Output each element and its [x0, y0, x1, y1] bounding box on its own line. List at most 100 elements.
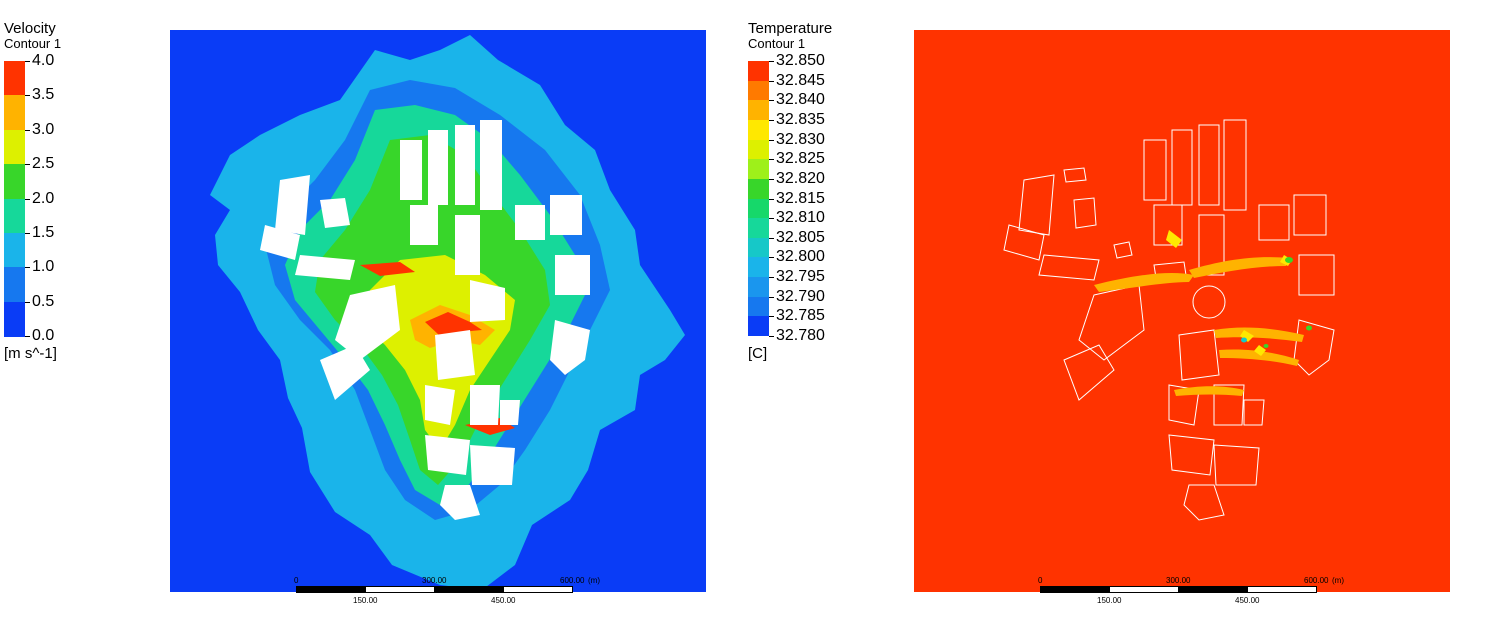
temperature-legend-tick	[769, 139, 774, 141]
velocity-scale-bar: 0 300.00 600.00 (m) 150.00 450.00	[294, 576, 600, 606]
temperature-legend: Temperature Contour 1 32.850 32.845 32.840…	[748, 21, 878, 371]
velocity-legend-title: Velocity	[4, 20, 56, 37]
temperature-legend-tick-label: 32.820	[776, 169, 825, 187]
velocity-buildings	[260, 120, 590, 520]
velocity-legend-tick-label: 2.5	[32, 155, 55, 173]
temperature-legend-tick-label: 32.815	[776, 189, 825, 207]
temperature-legend-tick-label: 32.780	[776, 327, 825, 344]
temperature-scale-label: 600.00	[1304, 576, 1329, 585]
temperature-scale-label: 450.00	[1235, 596, 1260, 605]
temperature-field-background	[914, 30, 1450, 592]
temperature-legend-title: Temperature	[748, 20, 833, 37]
temperature-legend-tick-label: 32.810	[776, 209, 825, 227]
velocity-scale-label: 600.00	[560, 576, 585, 585]
velocity-contour-plot	[170, 30, 706, 592]
temperature-legend-tick-label: 32.850	[776, 52, 825, 69]
temperature-legend-tick	[769, 277, 774, 279]
temperature-scale-label: 300.00	[1166, 576, 1191, 585]
temperature-legend-tick	[769, 316, 774, 318]
temperature-scale-segment	[1040, 586, 1110, 593]
temperature-legend-color-band	[748, 218, 769, 239]
temperature-legend-tick	[769, 336, 774, 337]
temperature-legend-tick	[769, 237, 774, 239]
velocity-legend-tick	[25, 164, 30, 166]
temperature-legend-color-band	[748, 178, 769, 199]
velocity-scale-label: 300.00	[422, 576, 447, 585]
velocity-legend-tick-label: 0.5	[32, 292, 55, 310]
temperature-scale-label: 0	[1038, 576, 1043, 585]
temperature-legend-tick	[769, 198, 774, 200]
velocity-legend-tick	[25, 198, 30, 200]
velocity-legend-tick	[25, 95, 30, 97]
temperature-legend-tick-label: 32.840	[776, 91, 825, 109]
temperature-legend-color-band	[748, 277, 769, 298]
velocity-zone-peak-2	[425, 312, 482, 336]
velocity-legend-tick-label: 4.0	[32, 52, 55, 69]
velocity-scale-label: 450.00	[491, 596, 516, 605]
velocity-legend-tick	[25, 301, 30, 303]
temperature-legend-color-band	[748, 316, 769, 337]
temperature-legend-tick-label: 32.805	[776, 228, 825, 246]
temperature-legend-tick	[769, 100, 774, 102]
temperature-legend-tick-label: 32.825	[776, 150, 825, 168]
velocity-legend-tick	[25, 336, 30, 337]
temperature-legend-tick-label: 32.795	[776, 268, 825, 286]
velocity-legend-tick-label: 0.0	[32, 327, 55, 344]
temperature-scale-bar: 0 300.00 600.00 (m) 150.00 450.00	[1038, 576, 1344, 606]
temperature-legend-tick-label: 32.830	[776, 130, 825, 148]
velocity-legend-tick	[25, 61, 30, 62]
velocity-scale-segment	[296, 586, 366, 593]
velocity-legend-tick-label: 1.5	[32, 223, 55, 241]
velocity-legend-color-band	[4, 232, 25, 268]
temperature-legend-tick	[769, 159, 774, 161]
temperature-scale-segment	[1109, 586, 1179, 593]
temperature-legend-tick-label: 32.790	[776, 287, 825, 305]
temperature-legend-color-band	[748, 61, 769, 82]
temperature-legend-tick-label: 32.845	[776, 71, 825, 89]
velocity-legend-color-band	[4, 301, 25, 337]
temperature-scale-segment	[1247, 586, 1317, 593]
velocity-zone-peak-4	[360, 262, 415, 276]
velocity-legend-color-band	[4, 267, 25, 303]
temperature-legend-color-band	[748, 296, 769, 317]
velocity-legend-color-band	[4, 129, 25, 165]
temperature-legend-tick-label: 32.785	[776, 307, 825, 325]
velocity-scale-segment	[365, 586, 435, 593]
temperature-legend-tick	[769, 296, 774, 298]
velocity-legend-tick-label: 3.0	[32, 120, 55, 138]
temperature-scale-label: 150.00	[1097, 596, 1122, 605]
velocity-legend-tick	[25, 267, 30, 269]
velocity-legend-color-band	[4, 164, 25, 199]
temperature-legend-color-band	[748, 237, 769, 258]
temperature-legend-subtitle: Contour 1	[748, 36, 806, 51]
velocity-color-bar	[4, 61, 25, 337]
temperature-building-outlines	[1003, 119, 1335, 521]
velocity-legend-color-band	[4, 95, 25, 131]
temperature-legend-tick	[769, 119, 774, 121]
temperature-legend-color-band	[748, 257, 769, 278]
temperature-legend-tick	[769, 178, 774, 180]
temperature-legend-color-band	[748, 159, 769, 180]
velocity-scale-label: 0	[294, 576, 299, 585]
temperature-legend-color-band	[748, 80, 769, 101]
temperature-legend-tick-label: 32.800	[776, 248, 825, 266]
velocity-legend-tick-label: 3.5	[32, 86, 55, 104]
velocity-legend-units: [m s^-1]	[4, 345, 57, 362]
temperature-legend-tick	[769, 80, 774, 82]
temperature-plumes	[1094, 230, 1312, 396]
velocity-scale-segment	[434, 586, 504, 593]
velocity-legend-color-band	[4, 198, 25, 234]
temperature-contour-plot	[914, 30, 1450, 592]
velocity-scale-label: 150.00	[353, 596, 378, 605]
velocity-legend-tick-label: 1.0	[32, 258, 55, 276]
temperature-legend-color-band	[748, 100, 769, 121]
velocity-legend-color-band	[4, 61, 25, 96]
velocity-scale-unit: (m)	[588, 576, 600, 585]
temperature-scale-unit: (m)	[1332, 576, 1344, 585]
temperature-legend-tick	[769, 257, 774, 259]
temperature-legend-color-band	[748, 198, 769, 219]
velocity-scale-segment	[503, 586, 573, 593]
velocity-legend-tick-label: 2.0	[32, 189, 55, 207]
temperature-legend-tick	[769, 218, 774, 220]
temperature-scale-segment	[1178, 586, 1248, 593]
